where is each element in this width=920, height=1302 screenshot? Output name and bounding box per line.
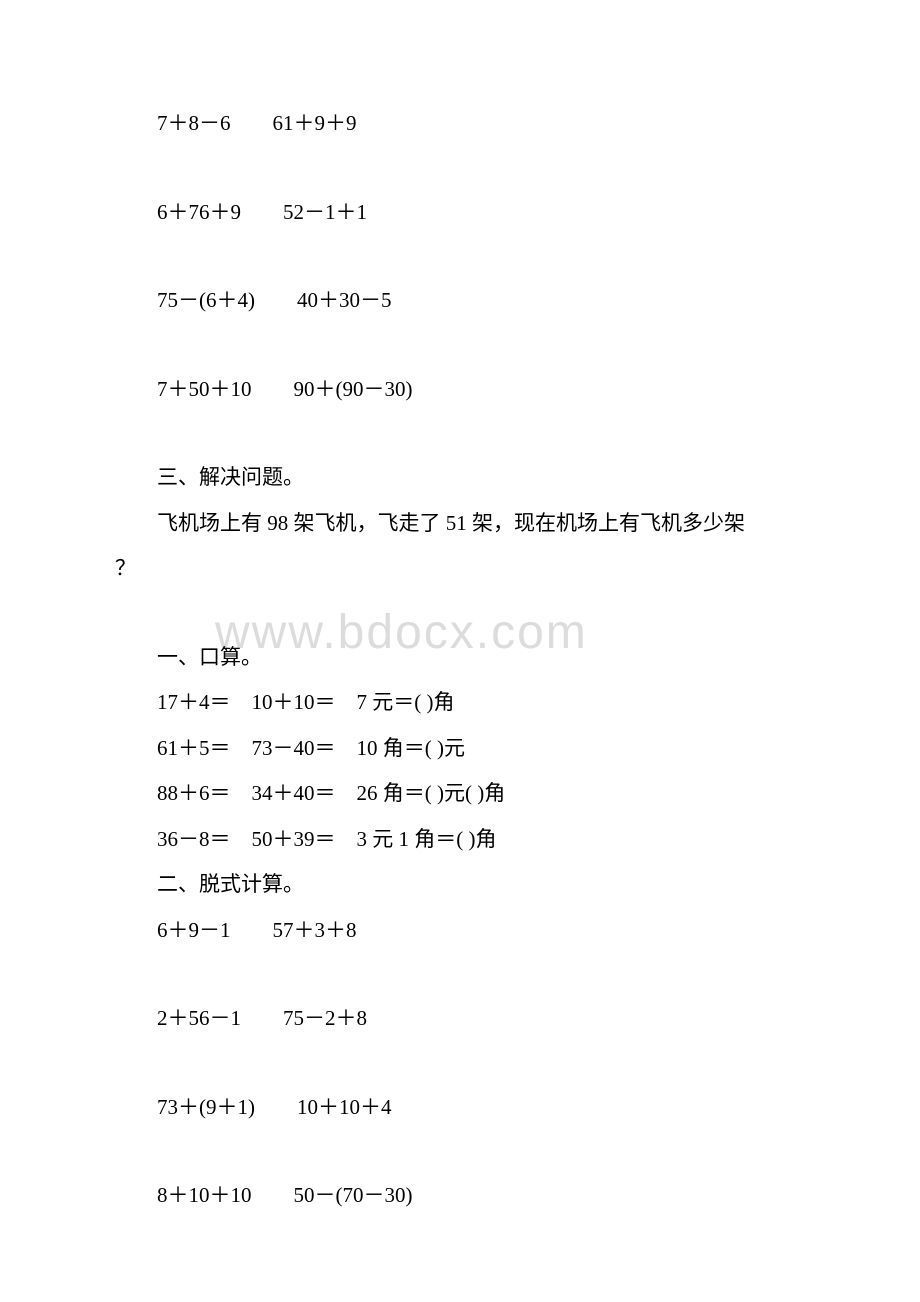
document-content: 7＋8－6 61＋9＋9 6＋76＋9 52－1＋1 75－(6＋4) 40＋30－… [115, 108, 840, 1212]
spacer [115, 599, 840, 642]
spacer [115, 1137, 840, 1180]
text-line: 2＋56－1 75－2＋8 [115, 1003, 840, 1035]
text-line: 6＋76＋9 52－1＋1 [115, 197, 840, 229]
text-line: 17＋4＝ 10＋10＝ 7 元＝( )角 [115, 687, 840, 719]
text-line: 75－(6＋4) 40＋30－5 [115, 285, 840, 317]
spacer [115, 242, 840, 285]
text-line: 88＋6＝ 34＋40＝ 26 角＝( )元( )角 [115, 778, 840, 810]
text-line: 一、口算。 [115, 642, 840, 674]
text-line: 飞机场上有 98 架飞机，飞走了 51 架，现在机场上有飞机多少架 [115, 508, 840, 540]
spacer [115, 154, 840, 197]
text-line: 7＋8－6 61＋9＋9 [115, 108, 840, 140]
spacer [115, 331, 840, 374]
text-line: ？ [115, 553, 840, 585]
spacer [115, 960, 840, 1003]
text-line: 73＋(9＋1) 10＋10＋4 [115, 1092, 840, 1124]
text-line: 6＋9－1 57＋3＋8 [115, 915, 840, 947]
text-line: 61＋5＝ 73－40＝ 10 角＝( )元 [115, 733, 840, 765]
spacer [115, 419, 840, 462]
spacer [115, 1049, 840, 1092]
text-line: 8＋10＋10 50－(70－30) [115, 1180, 840, 1212]
text-line: 三、解决问题。 [115, 462, 840, 494]
text-line: 二、脱式计算。 [115, 869, 840, 901]
text-line: 36－8＝ 50＋39＝ 3 元 1 角＝( )角 [115, 824, 840, 856]
text-line: 7＋50＋10 90＋(90－30) [115, 374, 840, 406]
